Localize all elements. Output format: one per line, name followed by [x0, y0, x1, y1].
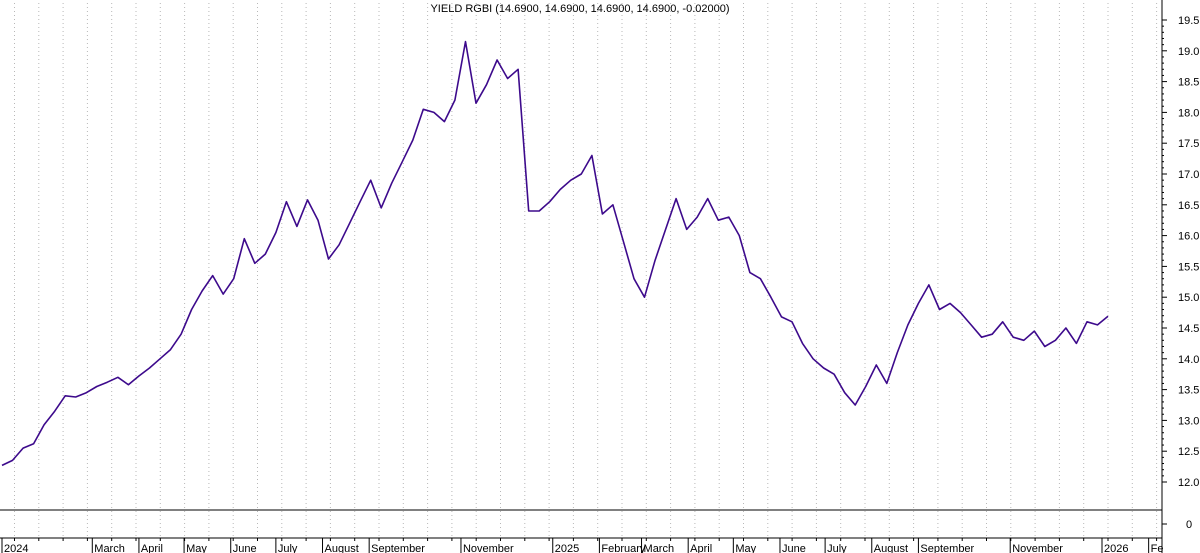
x-tick-label: 2024: [4, 543, 28, 553]
y-tick-label: 19.0: [1178, 46, 1199, 58]
y-tick-label: 15.0: [1178, 292, 1199, 304]
series-layer: [1, 40, 1109, 467]
x-tick-label: 2025: [555, 543, 579, 553]
y-tick-label: 16.5: [1178, 200, 1199, 212]
lower-panel-tick-label: 0: [1186, 519, 1192, 531]
y-tick-label: 18.0: [1178, 107, 1199, 119]
x-tick-label: Fe: [1151, 543, 1164, 553]
x-tick-label: 2026: [1104, 543, 1128, 553]
x-tick-label: April: [690, 543, 712, 553]
x-tick-label: August: [325, 543, 359, 553]
y-tick-label: 14.0: [1178, 354, 1199, 366]
y-tick-label: 19.5: [1178, 15, 1199, 27]
y-axis: 19.5 19.0 18.5 18.0 17.5 17.0 16.5 16.0 15.5 15.0…: [1162, 15, 1199, 531]
x-axis: 2024 March April May June July August September…: [1, 538, 1164, 553]
x-tick-label: July: [827, 543, 847, 553]
chart-title: YIELD RGBI (14.6900, 14.6900, 14.6900, 1…: [430, 3, 729, 15]
x-tick-label: September: [920, 543, 974, 553]
x-tick-label: July: [278, 543, 298, 553]
x-tick-label: November: [463, 543, 514, 553]
x-tick-label: November: [1012, 543, 1063, 553]
y-tick-label: 15.5: [1178, 261, 1199, 273]
y-tick-label: 13.5: [1178, 385, 1199, 397]
x-tick-label: May: [735, 543, 756, 553]
x-tick-label: March: [94, 543, 125, 553]
x-tick-label: March: [644, 543, 675, 553]
y-tick-label: 16.0: [1178, 231, 1199, 243]
plot-frame: [0, 0, 1163, 553]
series-line: [1, 40, 1109, 467]
x-tick-label: June: [233, 543, 257, 553]
x-tick-label: June: [782, 543, 806, 553]
x-tick-label: May: [186, 543, 207, 553]
y-tick-label: 18.5: [1178, 77, 1199, 89]
x-tick-label: April: [141, 543, 163, 553]
y-tick-label: 17.5: [1178, 138, 1199, 150]
x-tick-label: February: [601, 543, 646, 553]
y-tick-label: 13.0: [1178, 415, 1199, 427]
y-tick-label: 12.0: [1178, 477, 1199, 489]
x-tick-label: September: [371, 543, 425, 553]
x-tick-label: August: [874, 543, 908, 553]
y-tick-label: 14.5: [1178, 323, 1199, 335]
y-tick-label: 12.5: [1178, 446, 1199, 458]
y-tick-label: 17.0: [1178, 169, 1199, 181]
